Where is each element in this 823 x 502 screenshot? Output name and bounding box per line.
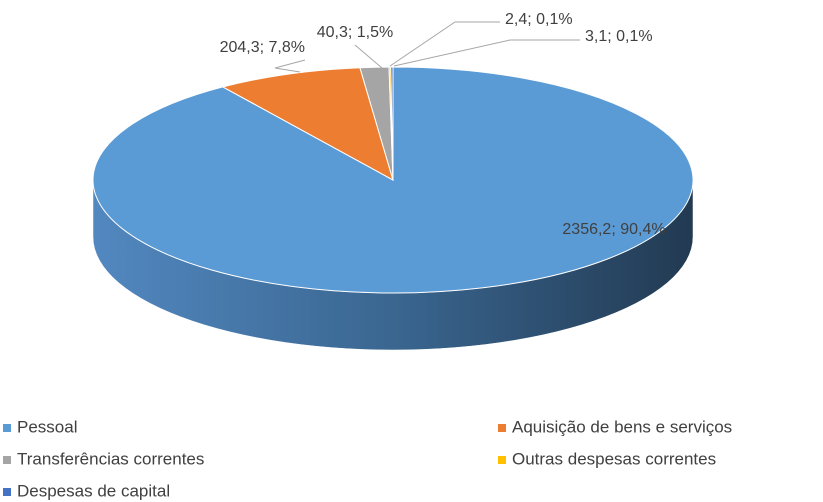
leader-line (274, 59, 306, 73)
legend-swatch (3, 456, 11, 464)
data-label: 3,1; 0,1% (585, 28, 653, 45)
data-label: 2,4; 0,1% (505, 11, 573, 28)
legend-label: Pessoal (17, 417, 77, 436)
legend: Pessoal Aquisição de bens e serviços Trans… (3, 417, 732, 500)
legend-swatch (3, 424, 11, 432)
data-label: 40,3; 1,5% (317, 24, 394, 41)
legend-label: Aquisição de bens e serviços (512, 417, 732, 436)
legend-label: Transferências correntes (17, 449, 204, 468)
leader-line (389, 21, 500, 67)
legend-swatch (498, 456, 506, 464)
slice (221, 67, 394, 182)
leader-line (393, 39, 580, 67)
data-label: 2356,2; 90,4% (562, 221, 665, 238)
legend-label: Outras despesas correntes (512, 449, 716, 468)
data-label: 204,3; 7,8% (220, 39, 305, 56)
legend-label: Despesas de capital (17, 481, 170, 500)
slice (390, 66, 394, 181)
legend-swatch (3, 488, 11, 496)
leader-line (354, 44, 383, 69)
legend-swatch (498, 424, 506, 432)
